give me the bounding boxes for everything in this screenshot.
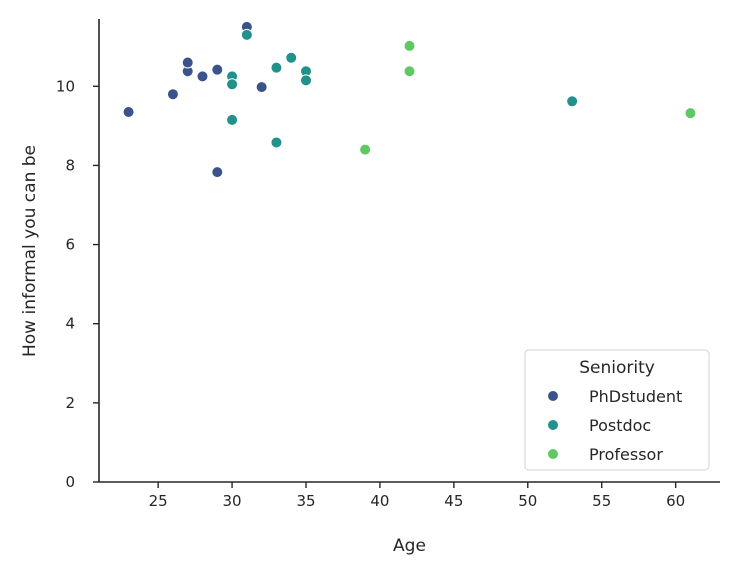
legend-marker [547, 448, 559, 460]
scatter-point [226, 113, 239, 126]
scatter-point [270, 61, 283, 74]
x-tick-label: 30 [223, 492, 242, 510]
legend-entry-label: PhDstudent [589, 387, 682, 406]
x-tick-label: 35 [296, 492, 315, 510]
y-tick-label: 2 [65, 394, 75, 412]
scatter-point [196, 70, 209, 83]
y-axis-title: How informal you can be [20, 145, 40, 357]
y-tick-label: 10 [56, 77, 75, 95]
y-tick-label: 0 [65, 473, 75, 491]
scatter-point [181, 56, 194, 69]
scatter-point [240, 28, 253, 41]
scatter-point [403, 39, 416, 52]
scatter-point [122, 105, 135, 118]
legend-box [524, 349, 710, 471]
x-ticks: 25 30 35 40 45 50 55 60 [149, 482, 685, 510]
x-tick-label: 55 [592, 492, 611, 510]
y-tick-label: 6 [65, 236, 75, 254]
x-tick-label: 45 [444, 492, 463, 510]
legend-entries: PhDstudent Postdoc Professor [547, 387, 682, 464]
scatter-point [255, 81, 268, 94]
scatter-point [684, 107, 697, 120]
scatter-point [566, 95, 579, 108]
scatter-point [211, 166, 224, 179]
legend-marker [547, 419, 559, 431]
scatter-point [226, 78, 239, 91]
legend-entry-label: Professor [589, 445, 663, 464]
scatter-point [300, 74, 312, 87]
scatter-point [211, 63, 224, 76]
scatter-point [403, 65, 416, 78]
x-tick-label: 50 [518, 492, 537, 510]
y-ticks: 0 2 4 6 8 10 [56, 77, 99, 491]
y-tick-label: 8 [65, 156, 75, 174]
x-axis-title: Age [393, 536, 426, 556]
legend-marker [547, 390, 559, 402]
x-tick-label: 40 [370, 492, 389, 510]
legend-title: Seniority [579, 358, 655, 378]
x-tick-label: 25 [149, 492, 168, 510]
legend: Seniority PhDstudent Postdoc Professor [524, 349, 710, 471]
y-tick-label: 4 [65, 315, 75, 333]
data-points [122, 20, 697, 179]
scatter-point [270, 136, 283, 149]
axes: 25 30 35 40 45 50 55 60 0 2 4 6 8 10 [56, 19, 720, 510]
scatter-point [359, 143, 372, 156]
scatter-point [285, 51, 298, 64]
x-tick-label: 60 [666, 492, 685, 510]
scatter-point [166, 88, 179, 101]
legend-entry-label: Postdoc [589, 416, 651, 435]
